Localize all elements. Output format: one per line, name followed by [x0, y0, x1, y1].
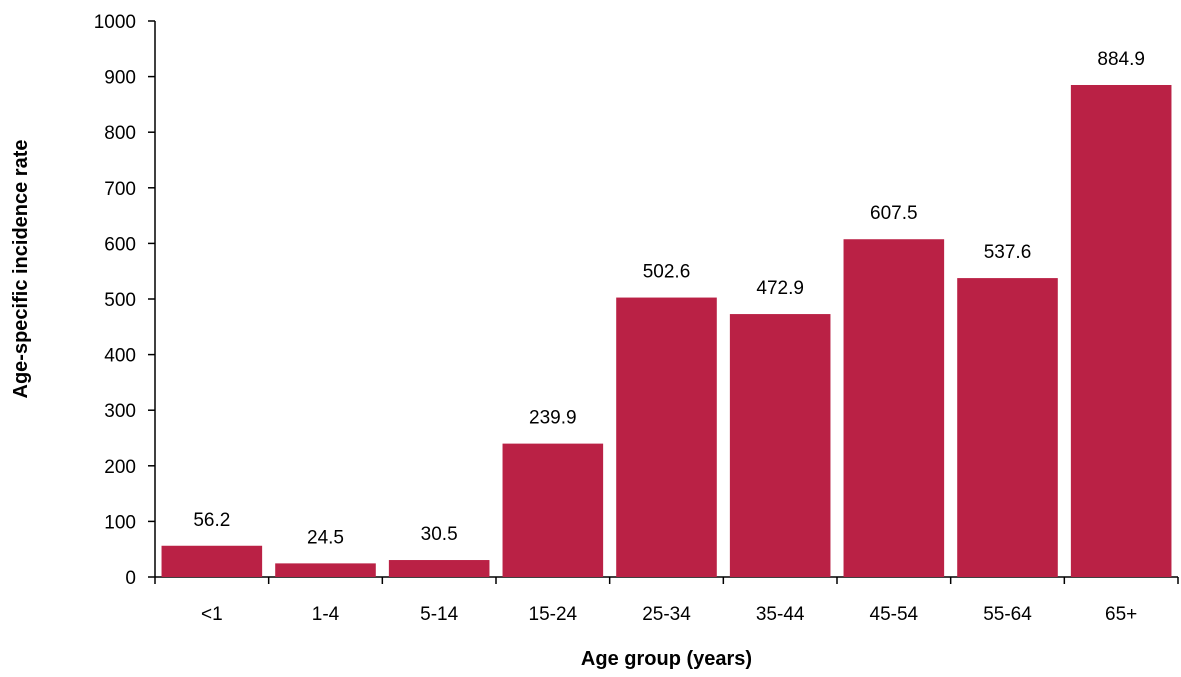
y-tick-label: 0 — [125, 568, 136, 589]
y-tick-label: 1000 — [94, 12, 136, 33]
x-tick-label: 5-14 — [420, 604, 458, 625]
x-tick-label: 45-54 — [870, 604, 919, 625]
x-tick-label: 65+ — [1105, 604, 1137, 625]
x-tick-label: 35-44 — [756, 604, 805, 625]
bar-data-label: 537.6 — [984, 242, 1032, 263]
bar-data-label: 56.2 — [193, 510, 230, 531]
y-axis-title: Age-specific incidence rate — [10, 140, 32, 399]
bar — [161, 545, 263, 577]
x-axis-title: Age group (years) — [581, 648, 752, 670]
y-tick-label: 700 — [104, 179, 136, 200]
bar — [616, 297, 717, 577]
x-tick-label: 55-64 — [983, 604, 1032, 625]
y-tick-label: 400 — [104, 346, 136, 367]
bar — [729, 314, 831, 577]
bar-data-label: 24.5 — [307, 527, 344, 548]
bar — [843, 239, 945, 578]
bar — [1070, 84, 1172, 577]
bar-data-label: 239.9 — [529, 408, 577, 429]
bar — [388, 560, 490, 577]
x-tick-label: <1 — [201, 604, 223, 625]
y-axis: 0 100 200 300 400 500 600 700 800 900 1000 — [94, 12, 156, 589]
bar-data-label: 607.5 — [870, 203, 918, 224]
y-tick-label: 200 — [104, 457, 136, 478]
data-labels: 56.2 24.5 30.5 239.9 502.6 472.9 607.5 537.6 884… — [193, 49, 1145, 548]
x-tick-label: 1-4 — [312, 604, 340, 625]
bar-data-label: 472.9 — [756, 278, 804, 299]
bar-data-label: 502.6 — [643, 262, 691, 283]
y-tick-label: 900 — [104, 68, 136, 89]
x-tick-label: 25-34 — [642, 604, 691, 625]
x-axis: <1 1-4 5-14 15-24 25-34 35-44 45-54 55-64 65+ — [154, 576, 1179, 625]
y-tick-label: 800 — [104, 123, 136, 144]
y-tick-label: 500 — [104, 290, 136, 311]
bars — [161, 84, 1172, 578]
y-tick-label: 100 — [104, 512, 136, 533]
bar — [502, 443, 604, 577]
bar-data-label: 30.5 — [421, 524, 458, 545]
y-tick-label: 600 — [104, 234, 136, 255]
x-tick-label: 15-24 — [529, 604, 578, 625]
bar-data-label: 884.9 — [1097, 49, 1145, 70]
bar — [275, 563, 376, 577]
y-tick-label: 300 — [104, 401, 136, 422]
bar — [957, 278, 1058, 577]
